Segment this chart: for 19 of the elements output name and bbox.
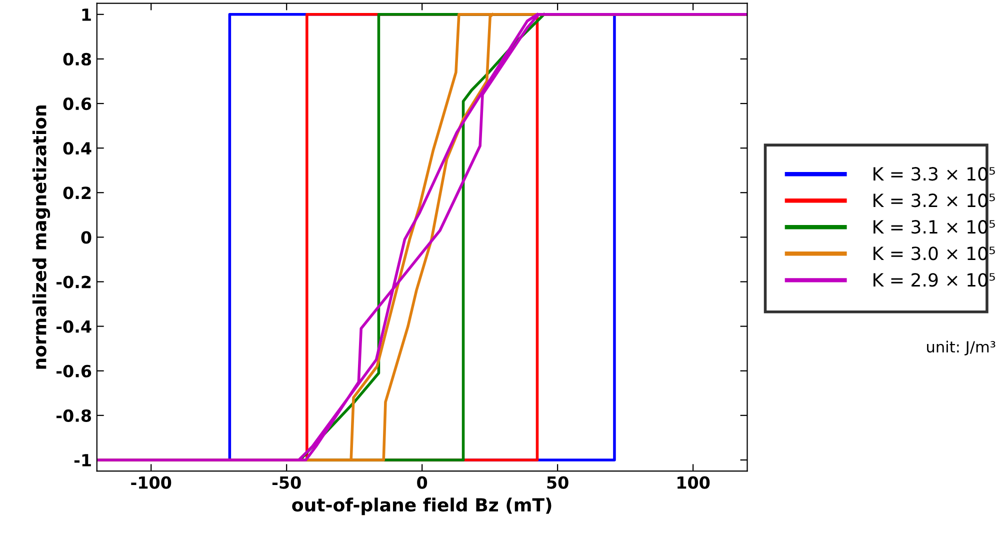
y-tick-label: 0.8 [63, 52, 92, 66]
y-tick-label: -0.6 [56, 364, 92, 378]
y-tick-label: 0 [81, 231, 92, 244]
x-tick-label: -50 [272, 476, 301, 489]
x-tick-label: -100 [131, 476, 172, 489]
x-tick-label: 0 [417, 476, 428, 489]
y-tick-label: -0.8 [56, 409, 92, 422]
x-tick-label: 100 [678, 476, 710, 489]
y-tick-label: 0.6 [63, 97, 92, 110]
y-tick-label: -1 [74, 454, 91, 466]
y-tick-label: 0.2 [63, 186, 91, 200]
y-tick-label: 1 [82, 8, 91, 21]
x-tick-label: 50 [547, 476, 568, 489]
x-axis-title: out-of-plane field Bz (mT) [292, 498, 552, 516]
y-tick-label: -0.4 [56, 320, 92, 333]
y-tick-label: -0.2 [56, 276, 91, 288]
y-axis-title: normalized magnetization [32, 106, 50, 369]
y-tick-label: 0.4 [63, 142, 92, 155]
text: unit: J/m³ [927, 340, 996, 356]
